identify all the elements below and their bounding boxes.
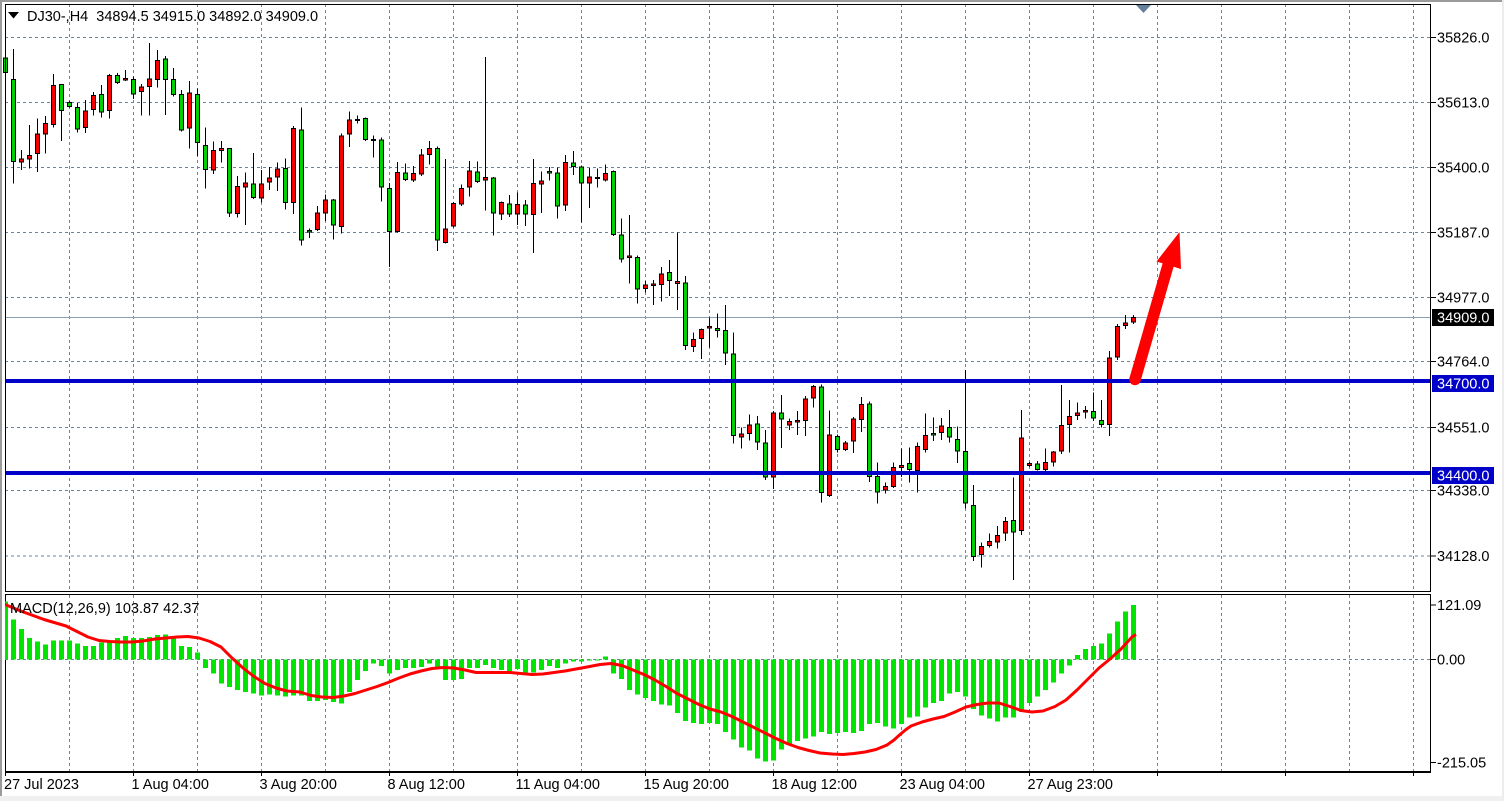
svg-text:8 Aug 12:00: 8 Aug 12:00 — [388, 777, 465, 793]
svg-text:35613.0: 35613.0 — [1437, 96, 1489, 112]
svg-text:-215.05: -215.05 — [1437, 756, 1486, 772]
svg-text:18 Aug 12:00: 18 Aug 12:00 — [772, 777, 857, 793]
svg-text:35187.0: 35187.0 — [1437, 226, 1489, 242]
svg-text:34551.0: 34551.0 — [1437, 421, 1489, 437]
svg-text:MACD(12,26,9) 103.87 42.37: MACD(12,26,9) 103.87 42.37 — [10, 601, 199, 617]
svg-text:3 Aug 20:00: 3 Aug 20:00 — [260, 777, 337, 793]
svg-text:34700.0: 34700.0 — [1437, 377, 1489, 393]
svg-text:34977.0: 34977.0 — [1437, 291, 1489, 307]
svg-text:121.09: 121.09 — [1437, 598, 1481, 614]
svg-text:35400.0: 35400.0 — [1437, 161, 1489, 177]
svg-text:11 Aug 04:00: 11 Aug 04:00 — [516, 777, 600, 793]
svg-text:27 Jul 2023: 27 Jul 2023 — [4, 777, 79, 793]
svg-text:27 Aug 23:00: 27 Aug 23:00 — [1028, 777, 1113, 793]
svg-text:0.00: 0.00 — [1437, 653, 1465, 669]
svg-text:15 Aug 20:00: 15 Aug 20:00 — [644, 777, 729, 793]
svg-text:34128.0: 34128.0 — [1437, 549, 1489, 565]
svg-text:34764.0: 34764.0 — [1437, 355, 1489, 371]
svg-text:1 Aug 04:00: 1 Aug 04:00 — [132, 777, 209, 793]
svg-text:35826.0: 35826.0 — [1437, 31, 1489, 47]
svg-text:23 Aug 04:00: 23 Aug 04:00 — [900, 777, 985, 793]
svg-text:DJ30-,H4 34894.5 34915.0 3489: DJ30-,H4 34894.5 34915.0 34892.0 34909.0 — [27, 9, 318, 25]
svg-text:34400.0: 34400.0 — [1437, 469, 1489, 485]
svg-text:34338.0: 34338.0 — [1437, 484, 1489, 500]
svg-text:34909.0: 34909.0 — [1437, 311, 1489, 327]
